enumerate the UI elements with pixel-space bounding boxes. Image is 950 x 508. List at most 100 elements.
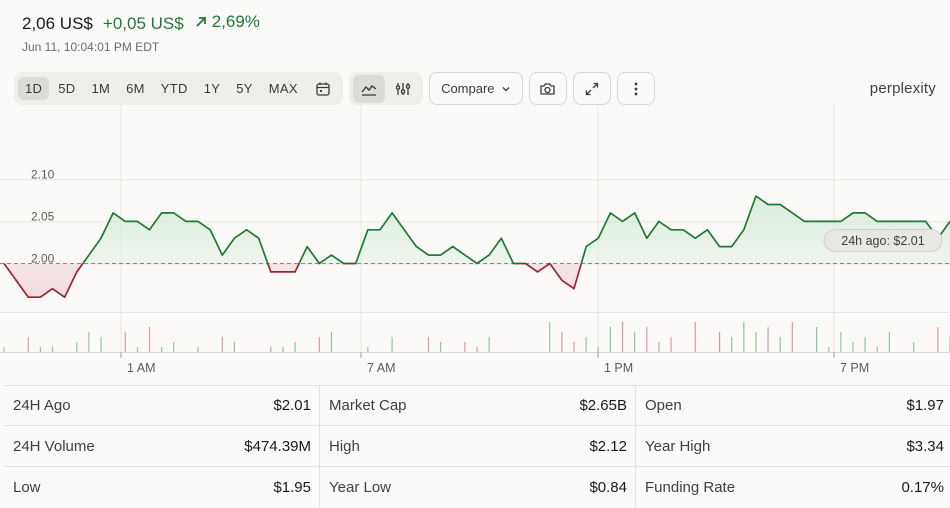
- expand-icon: [585, 82, 598, 95]
- volume-bar: [755, 332, 757, 352]
- stat-label: Year Low: [329, 479, 391, 496]
- volume-bar: [767, 327, 769, 352]
- stat-value: 0.17%: [901, 479, 944, 496]
- volume-bar: [913, 342, 915, 352]
- x-tick-label: 1 AM: [127, 361, 156, 375]
- price-line-up: [4, 195, 950, 264]
- range-5y[interactable]: 5Y: [236, 81, 253, 96]
- range-6m[interactable]: 6M: [126, 81, 145, 96]
- stat-value: $2.65B: [579, 397, 627, 414]
- range-ytd[interactable]: YTD: [160, 81, 188, 96]
- volume-bar: [549, 322, 551, 352]
- stat-cell: Year Low $0.84: [320, 467, 636, 508]
- stat-value: $2.01: [273, 397, 311, 414]
- x-tick-label: 1 PM: [604, 361, 633, 375]
- stat-value: $1.97: [906, 397, 944, 414]
- stat-value: $474.39M: [244, 437, 311, 455]
- volume-bar: [815, 327, 818, 352]
- volume-bar: [597, 347, 599, 352]
- volume-bar: [658, 342, 660, 352]
- stats-grid: 24H Ago $2.01 Market Cap $2.65B Open $1.97 24H…: [4, 385, 950, 508]
- volume-bar: [51, 347, 54, 352]
- volume-bar: [488, 337, 490, 352]
- volume-bar: [573, 342, 575, 352]
- volume-bar: [888, 332, 890, 352]
- timestamp: Jun 11, 10:04:01 PM EDT: [22, 40, 160, 54]
- volume-bar: [124, 332, 126, 352]
- range-max[interactable]: MAX: [268, 81, 298, 96]
- volume-bar: [318, 337, 320, 352]
- calendar-button[interactable]: [307, 75, 339, 103]
- volume-bar: [197, 347, 199, 352]
- arrow-up-right-icon: [196, 17, 206, 27]
- volume-bar: [136, 347, 139, 352]
- volume-bar: [221, 337, 223, 352]
- x-tick-label: 7 PM: [840, 361, 869, 375]
- volume-bar: [779, 337, 781, 352]
- stat-value: $2.12: [589, 437, 627, 455]
- volume-bar: [367, 347, 369, 352]
- calendar-icon: [316, 82, 330, 96]
- current-price: 2,06 US$: [22, 14, 93, 33]
- volume-bar: [585, 337, 587, 352]
- price-line-down: [3, 263, 583, 299]
- volume-bar: [440, 342, 442, 352]
- volume-bar: [852, 342, 854, 352]
- volume-bar: [561, 332, 563, 352]
- stat-cell: Open $1.97: [636, 386, 950, 426]
- volume-bar: [427, 337, 430, 352]
- volume-bar: [330, 332, 333, 352]
- camera-icon: [540, 82, 555, 95]
- stat-cell: 24H Volume $474.39M: [4, 426, 320, 467]
- volume-bar: [609, 327, 612, 352]
- range-1d[interactable]: 1D: [18, 77, 50, 100]
- price-chart[interactable]: 2.10 2.05 2.00 1 AM 7 AM 1 PM 7 PM 24h ago: $2.…: [0, 104, 950, 384]
- indicators-button[interactable]: [387, 75, 419, 103]
- chart-toolbar: 1D 5D 1M 6M YTD 1Y 5Y MAX Compare: [14, 72, 655, 105]
- volume-bar: [173, 342, 175, 352]
- volume-bar: [88, 332, 90, 352]
- line-chart-button[interactable]: [352, 74, 385, 103]
- range-selector: 1D 5D 1M 6M YTD 1Y 5Y MAX: [14, 72, 343, 105]
- price-change: +0,05 US$: [102, 14, 184, 33]
- volume-bar: [694, 322, 696, 352]
- volume-bar: [100, 337, 102, 352]
- chevron-down-icon: [502, 86, 509, 91]
- stat-cell: High $2.12: [320, 426, 636, 467]
- stat-label: 24H Volume: [13, 437, 95, 455]
- volume-bar: [76, 342, 78, 352]
- volume-bar: [148, 327, 151, 352]
- volume-bar: [731, 337, 733, 352]
- volume-bar: [270, 347, 272, 352]
- volume-bar: [840, 332, 842, 352]
- stat-label: Funding Rate: [645, 479, 736, 496]
- volume-bar: [464, 342, 466, 352]
- y-tick-label: 2.00: [31, 251, 55, 265]
- volume-bar: [864, 337, 866, 352]
- price-header: 2,06 US$ +0,05 US$ 2,69% Jun 11, 10:04:0…: [22, 12, 260, 54]
- baseline-label: 24h ago: $2.01: [841, 234, 924, 248]
- stat-value: $1.95: [273, 479, 311, 496]
- volume-bar: [937, 327, 939, 352]
- expand-button[interactable]: [572, 72, 611, 105]
- range-1y[interactable]: 1Y: [203, 81, 221, 96]
- y-tick-label: 2.10: [31, 167, 55, 181]
- stat-label: Year High: [645, 437, 711, 455]
- volume-bar: [621, 322, 624, 352]
- compare-button[interactable]: Compare: [428, 72, 523, 105]
- volume-bar: [391, 337, 393, 352]
- volume-bar: [670, 337, 672, 352]
- range-1m[interactable]: 1M: [91, 81, 111, 96]
- stat-label: 24H Ago: [13, 397, 71, 414]
- screenshot-button[interactable]: [528, 72, 567, 105]
- volume-bar: [161, 347, 163, 352]
- volume-bar: [876, 347, 878, 352]
- range-5d[interactable]: 5D: [58, 81, 76, 96]
- stat-label: Open: [645, 397, 682, 414]
- sliders-icon: [395, 82, 410, 95]
- more-button[interactable]: [616, 72, 655, 105]
- x-tick-label: 7 AM: [367, 361, 396, 375]
- stat-label: Market Cap: [329, 397, 407, 414]
- volume-bar: [282, 347, 284, 352]
- percent-change: 2,69%: [194, 12, 260, 32]
